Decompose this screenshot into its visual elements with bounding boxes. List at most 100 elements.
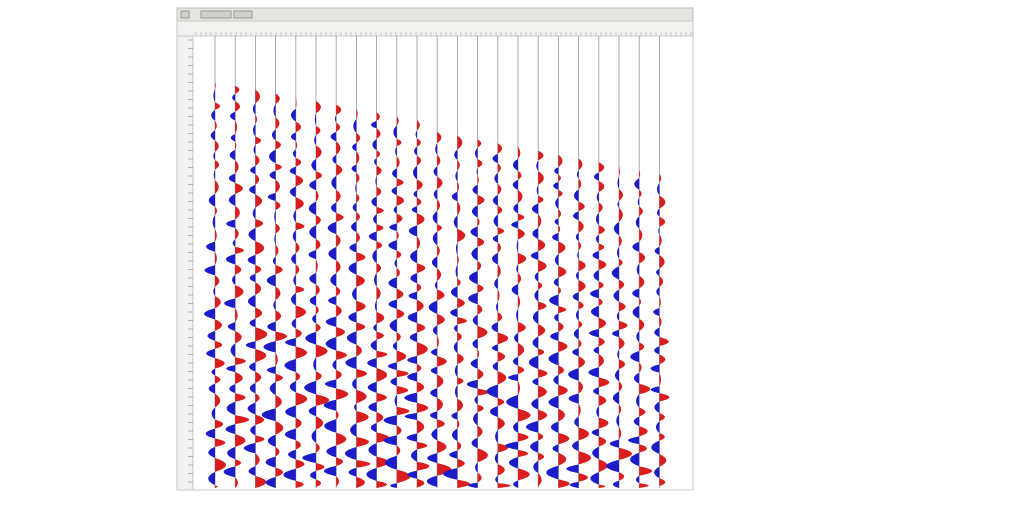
wiggle-positive: [477, 325, 488, 339]
wiggle-negative: [308, 250, 316, 260]
ruler-ticks: [188, 32, 692, 483]
wiggle-negative: [656, 268, 660, 277]
wiggle-positive: [376, 412, 384, 423]
wiggle-negative: [512, 179, 518, 190]
wiggle-positive: [215, 438, 226, 447]
wiggle-negative: [388, 277, 397, 289]
wiggle-negative: [267, 321, 276, 332]
wiggle-positive: [235, 141, 237, 150]
wiggle-negative: [252, 207, 256, 219]
wiggle-negative: [227, 446, 236, 460]
wiggle-negative: [591, 428, 599, 437]
wiggle-negative: [633, 372, 640, 384]
wiggle-negative: [513, 421, 518, 433]
wiggle-positive: [417, 299, 424, 312]
wiggle-positive: [275, 286, 281, 301]
wiggle-negative: [553, 181, 559, 190]
wiggle-positive: [437, 440, 447, 454]
wiggle-negative: [411, 206, 417, 214]
wiggle-positive: [538, 195, 544, 204]
wiggle-positive: [477, 304, 483, 315]
wiggle-positive: [619, 166, 620, 177]
wiggle-negative: [407, 470, 417, 479]
wiggle-negative: [590, 305, 599, 318]
wiggle-negative: [508, 373, 518, 382]
wiggle-positive: [255, 307, 263, 319]
wiggle-negative: [248, 466, 256, 477]
wiggle-negative: [572, 292, 579, 302]
wiggle-negative: [269, 149, 276, 164]
wiggle-negative: [413, 190, 417, 198]
wiggle-negative: [573, 328, 579, 340]
wiggle-positive: [396, 288, 404, 300]
wiggle-positive: [437, 374, 444, 389]
wiggle-positive: [558, 321, 564, 332]
wiggle-positive: [215, 419, 224, 429]
wiggle-negative: [284, 428, 296, 441]
wiggle-positive: [215, 82, 216, 89]
wiggle-negative: [532, 227, 539, 240]
wiggle-negative: [274, 210, 276, 224]
wiggle-positive: [578, 403, 581, 417]
wiggle-positive: [538, 473, 542, 487]
wiggle-positive: [316, 442, 320, 453]
wiggle-negative: [367, 357, 377, 369]
wiggle-positive: [497, 464, 505, 476]
wiggle-positive: [275, 200, 281, 211]
wiggle-negative: [596, 405, 599, 418]
wiggle-negative: [611, 266, 619, 280]
wiggle-positive: [477, 194, 485, 206]
wiggle-negative: [213, 169, 215, 181]
wiggle-positive: [619, 427, 622, 440]
wiggle-negative: [612, 391, 619, 405]
wiggle-negative: [410, 272, 417, 284]
wiggle-positive: [215, 228, 217, 242]
wiggle-negative: [352, 202, 357, 213]
wiggle-positive: [396, 406, 410, 416]
wiggle-negative: [309, 295, 316, 306]
wiggle-negative: [536, 160, 539, 172]
wiggle-negative: [211, 407, 215, 420]
toolbar-button[interactable]: [233, 10, 253, 19]
wiggle-negative: [474, 147, 478, 160]
wiggle-positive: [255, 154, 260, 166]
wiggle-negative: [451, 191, 458, 202]
wiggle-positive: [457, 201, 461, 216]
wiggle-negative: [554, 313, 559, 322]
wiggle-positive: [255, 114, 258, 124]
wiggle-negative: [266, 274, 276, 287]
wiggle-positive: [437, 289, 445, 301]
toolbar-button[interactable]: [200, 10, 232, 19]
wiggle-positive: [255, 476, 267, 488]
toolbar[interactable]: [176, 7, 694, 22]
wiggle-positive: [396, 425, 402, 436]
wiggle-positive: [295, 346, 307, 359]
wiggle-negative: [409, 332, 417, 343]
wiggle-positive: [235, 160, 239, 174]
wiggle-negative: [428, 300, 438, 314]
wiggle-positive: [417, 179, 423, 191]
wiggle-negative: [247, 402, 256, 415]
wiggle-positive: [457, 441, 462, 451]
wiggle-positive: [376, 150, 381, 158]
wiggle-negative: [654, 327, 660, 338]
wiggle-negative: [443, 467, 458, 480]
wiggle-positive: [639, 426, 648, 437]
wiggle-positive: [275, 447, 280, 457]
wiggle-positive: [356, 252, 366, 262]
wiggle-positive: [356, 108, 358, 120]
wiggle-positive: [659, 478, 666, 487]
wiggle-negative: [451, 428, 458, 442]
wiggle-positive: [376, 456, 389, 468]
wiggle-positive: [619, 258, 623, 267]
wiggle-negative: [248, 227, 256, 242]
wiggle-positive: [619, 337, 625, 350]
wiggle-positive: [598, 436, 607, 447]
wiggle-positive: [457, 458, 465, 468]
wiggle-negative: [471, 205, 478, 218]
toolbar-button[interactable]: [180, 10, 190, 19]
wiggle-positive: [598, 243, 605, 251]
wiggle-positive: [477, 159, 483, 168]
wiggle-positive: [396, 332, 401, 342]
wiggle-negative: [392, 341, 397, 351]
